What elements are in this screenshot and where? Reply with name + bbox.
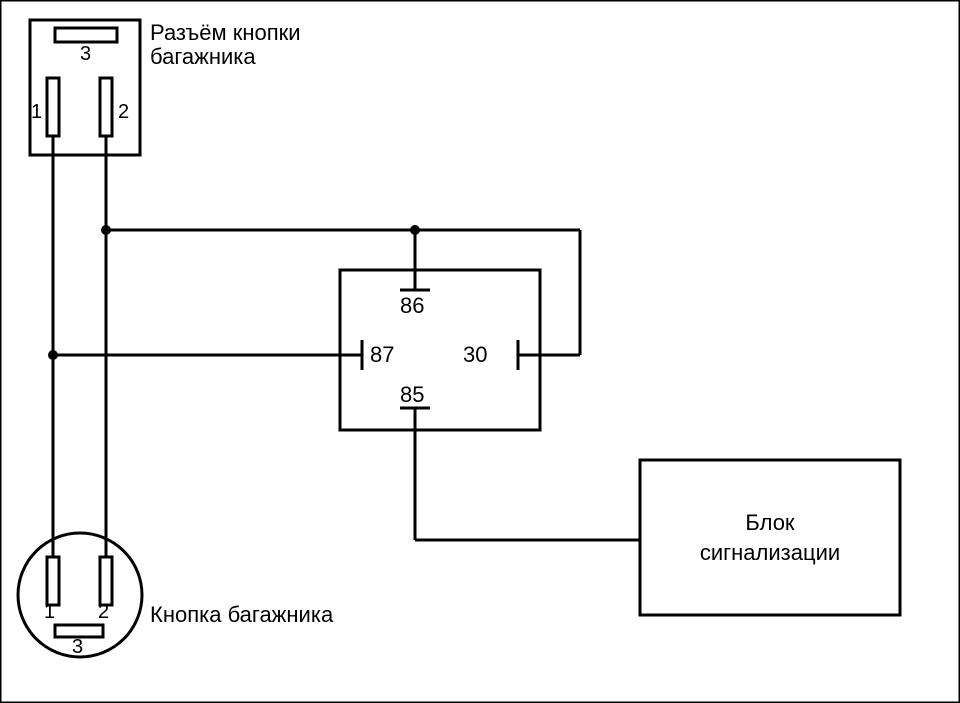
button-pin1-label: 1 [44,601,55,623]
button-pin2-label: 2 [98,601,109,623]
connector-label: Разъём кнопки [150,20,301,45]
wiring-diagram: 312Разъём кнопкибагажника123Кнопка багаж… [0,0,960,703]
button-label: Кнопка багажника [150,602,334,627]
connector-label: багажника [150,44,256,69]
relay-pin85-label: 85 [400,382,424,407]
relay-pin86-label: 86 [400,293,424,318]
alarm-label-line2: сигнализации [700,540,840,565]
connector-pin2-label: 2 [118,101,129,123]
relay-pin30-label: 30 [463,342,487,367]
button-pin3-label: 3 [72,636,83,658]
connector-pin3-label: 3 [80,43,91,65]
alarm-label-line1: Блок [745,510,795,535]
connector-pin1-label: 1 [31,101,42,123]
relay-pin87-label: 87 [370,342,394,367]
